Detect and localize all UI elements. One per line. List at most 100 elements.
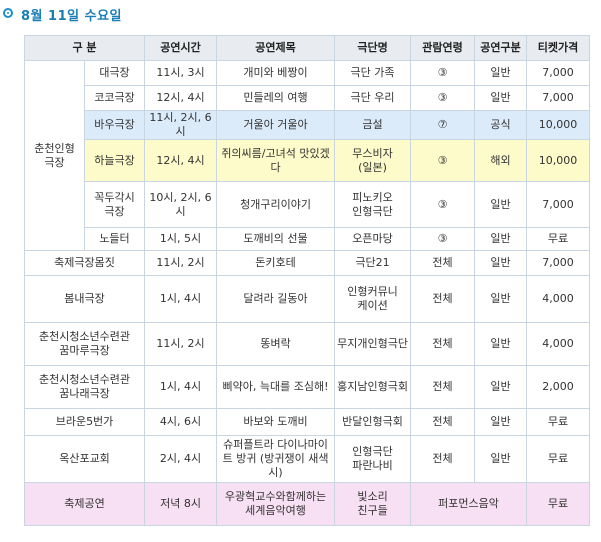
company-cell: 반달인형극회 [334,408,412,436]
company-cell: 오픈마당 [334,227,412,251]
company-cell: 극단21 [334,250,412,276]
time-cell: 1시, 5시 [144,227,218,251]
type-cell: 일반 [474,365,528,409]
time-cell: 11시, 2시, 6시 [144,110,218,140]
venue-cell: 춘천인형 극장 [24,60,85,251]
table-row: 바우극장 11시, 2시, 6시 거울아 거울아 금설 ⑦ 공식 10,000 [25,110,591,140]
title-cell: 도깨비의 선물 [216,227,336,251]
company-cell: 극단 우리 [334,85,412,111]
age-cell: ③ [410,60,476,86]
age-cell: ③ [410,181,476,228]
company-cell: 홍지남인형극회 [334,365,412,409]
table-row: 옥산포교회 2시, 4시 슈퍼플트라 다이나마이트 방귀 (방귀쟁이 새색시) … [23,435,591,483]
circle-bullet-icon [3,8,13,18]
age-cell: ③ [410,139,476,182]
age-cell: 전체 [410,250,476,276]
price-cell: 4,000 [526,322,591,366]
title-cell: 민들레의 여행 [216,85,336,111]
age-cell: ③ [410,227,476,251]
title-cell: 개미와 베짱이 [216,60,336,86]
table-header-row: 구 분 공연시간 공연제목 극단명 관람연령 공연구분 티켓가격 [23,35,591,61]
company-cell: 무스비자 (일본) [334,139,412,182]
venue-cell: 옥산포교회 [23,435,146,483]
table-row: 춘천인형 극장 대극장 11시, 3시 개미와 베짱이 극단 가족 ③ 일반 7… [24,60,591,251]
type-cell: 일반 [474,250,528,276]
age-cell: 전체 [410,435,476,483]
age-cell: 전체 [410,275,476,323]
col-header: 티켓가격 [526,35,591,61]
type-cell: 공식 [474,110,528,140]
title-cell: 달려라 길동아 [216,275,336,323]
venue-cell: 축제극장몸짓 [23,250,146,276]
col-header: 관람연령 [410,35,476,61]
price-cell: 무료 [526,408,591,436]
time-cell: 4시, 6시 [144,408,218,436]
table-row: 꼭두각시 극장 10시, 2시, 6시 청개구리이야기 피노키오 인형극단 ③ … [25,181,591,228]
price-cell: 무료 [526,227,591,251]
sub-venue-cell: 꼭두각시 극장 [83,181,146,228]
type-cell: 일반 [474,408,528,436]
time-cell: 저녁 8시 [144,482,218,526]
time-cell: 11시, 2시 [144,250,218,276]
time-cell: 12시, 4시 [144,139,218,182]
table-row: 축제극장몸짓 11시, 2시 돈키호테 극단21 전체 일반 7,000 [23,250,591,276]
table-row: 봄내극장 1시, 4시 달려라 길동아 인형커뮤니 케이션 전체 일반 4,00… [23,275,591,323]
venue-cell: 봄내극장 [23,275,146,323]
type-cell: 해외 [474,139,528,182]
table-row: 노들터 1시, 5시 도깨비의 선물 오픈마당 ③ 일반 무료 [25,227,591,251]
title-cell: 거울아 거울아 [216,110,336,140]
company-cell: 피노키오 인형극단 [334,181,412,228]
title-cell: 청개구리이야기 [216,181,336,228]
age-cell: 전체 [410,365,476,409]
type-cell: 퍼포먼스음악 [410,482,528,526]
table-row: 축제공연 저녁 8시 우광혁교수와함께하는 세계음악여행 빛소리 친구들 퍼포먼… [23,482,591,526]
price-cell: 10,000 [526,110,591,140]
time-cell: 2시, 4시 [144,435,218,483]
price-cell: 2,000 [526,365,591,409]
schedule-table: 구 분 공연시간 공연제목 극단명 관람연령 공연구분 티켓가격 춘천인형 극장… [23,35,591,526]
title-cell: 바보와 도깨비 [216,408,336,436]
col-header: 공연구분 [474,35,528,61]
col-header: 공연시간 [144,35,218,61]
title-cell: 삐약아, 늑대를 조심해! [216,365,336,409]
table-row: 코코극장 12시, 4시 민들레의 여행 극단 우리 ③ 일반 7,000 [25,85,591,111]
time-cell: 1시, 4시 [144,275,218,323]
time-cell: 11시, 3시 [144,60,218,86]
time-cell: 1시, 4시 [144,365,218,409]
venue-cell: 축제공연 [23,482,146,526]
venue-cell: 춘천시청소년수련관 꿈마루극장 [23,322,146,366]
sub-venue-cell: 노들터 [83,227,146,251]
type-cell: 일반 [474,60,528,86]
price-cell: 무료 [526,435,591,483]
col-header: 공연제목 [216,35,336,61]
table-row: 브라운5번가 4시, 6시 바보와 도깨비 반달인형극회 전체 일반 무료 [23,408,591,436]
price-cell: 10,000 [526,139,591,182]
venue-cell: 브라운5번가 [23,408,146,436]
age-cell: 전체 [410,322,476,366]
type-cell: 일반 [474,85,528,111]
company-cell: 극단 가족 [334,60,412,86]
title-cell: 슈퍼플트라 다이나마이트 방귀 (방귀쟁이 새색시) [216,435,336,483]
time-cell: 11시, 2시 [144,322,218,366]
table-row: 하늘극장 12시, 4시 쥐의씨름/고녀석 맛있겠다 무스비자 (일본) ③ 해… [25,139,591,182]
sub-venue-cell: 대극장 [83,60,146,86]
time-cell: 10시, 2시, 6시 [144,181,218,228]
table-row: 춘천시청소년수련관 꿈나래극장 1시, 4시 삐약아, 늑대를 조심해! 홍지남… [23,365,591,409]
time-cell: 12시, 4시 [144,85,218,111]
price-cell: 7,000 [526,250,591,276]
type-cell: 일반 [474,322,528,366]
page-title: 8월 11일 수요일 [21,9,122,24]
company-cell: 금설 [334,110,412,140]
company-cell: 빛소리 친구들 [334,482,412,526]
type-cell: 일반 [474,435,528,483]
venue-cell: 춘천시청소년수련관 꿈나래극장 [23,365,146,409]
title-cell: 돈키호테 [216,250,336,276]
price-cell: 무료 [526,482,591,526]
company-cell: 인형극단 파란나비 [334,435,412,483]
title-cell: 쥐의씨름/고녀석 맛있겠다 [216,139,336,182]
title-cell: 똥벼락 [216,322,336,366]
price-cell: 4,000 [526,275,591,323]
age-cell: 전체 [410,408,476,436]
type-cell: 일반 [474,181,528,228]
col-header: 구 분 [23,35,146,61]
